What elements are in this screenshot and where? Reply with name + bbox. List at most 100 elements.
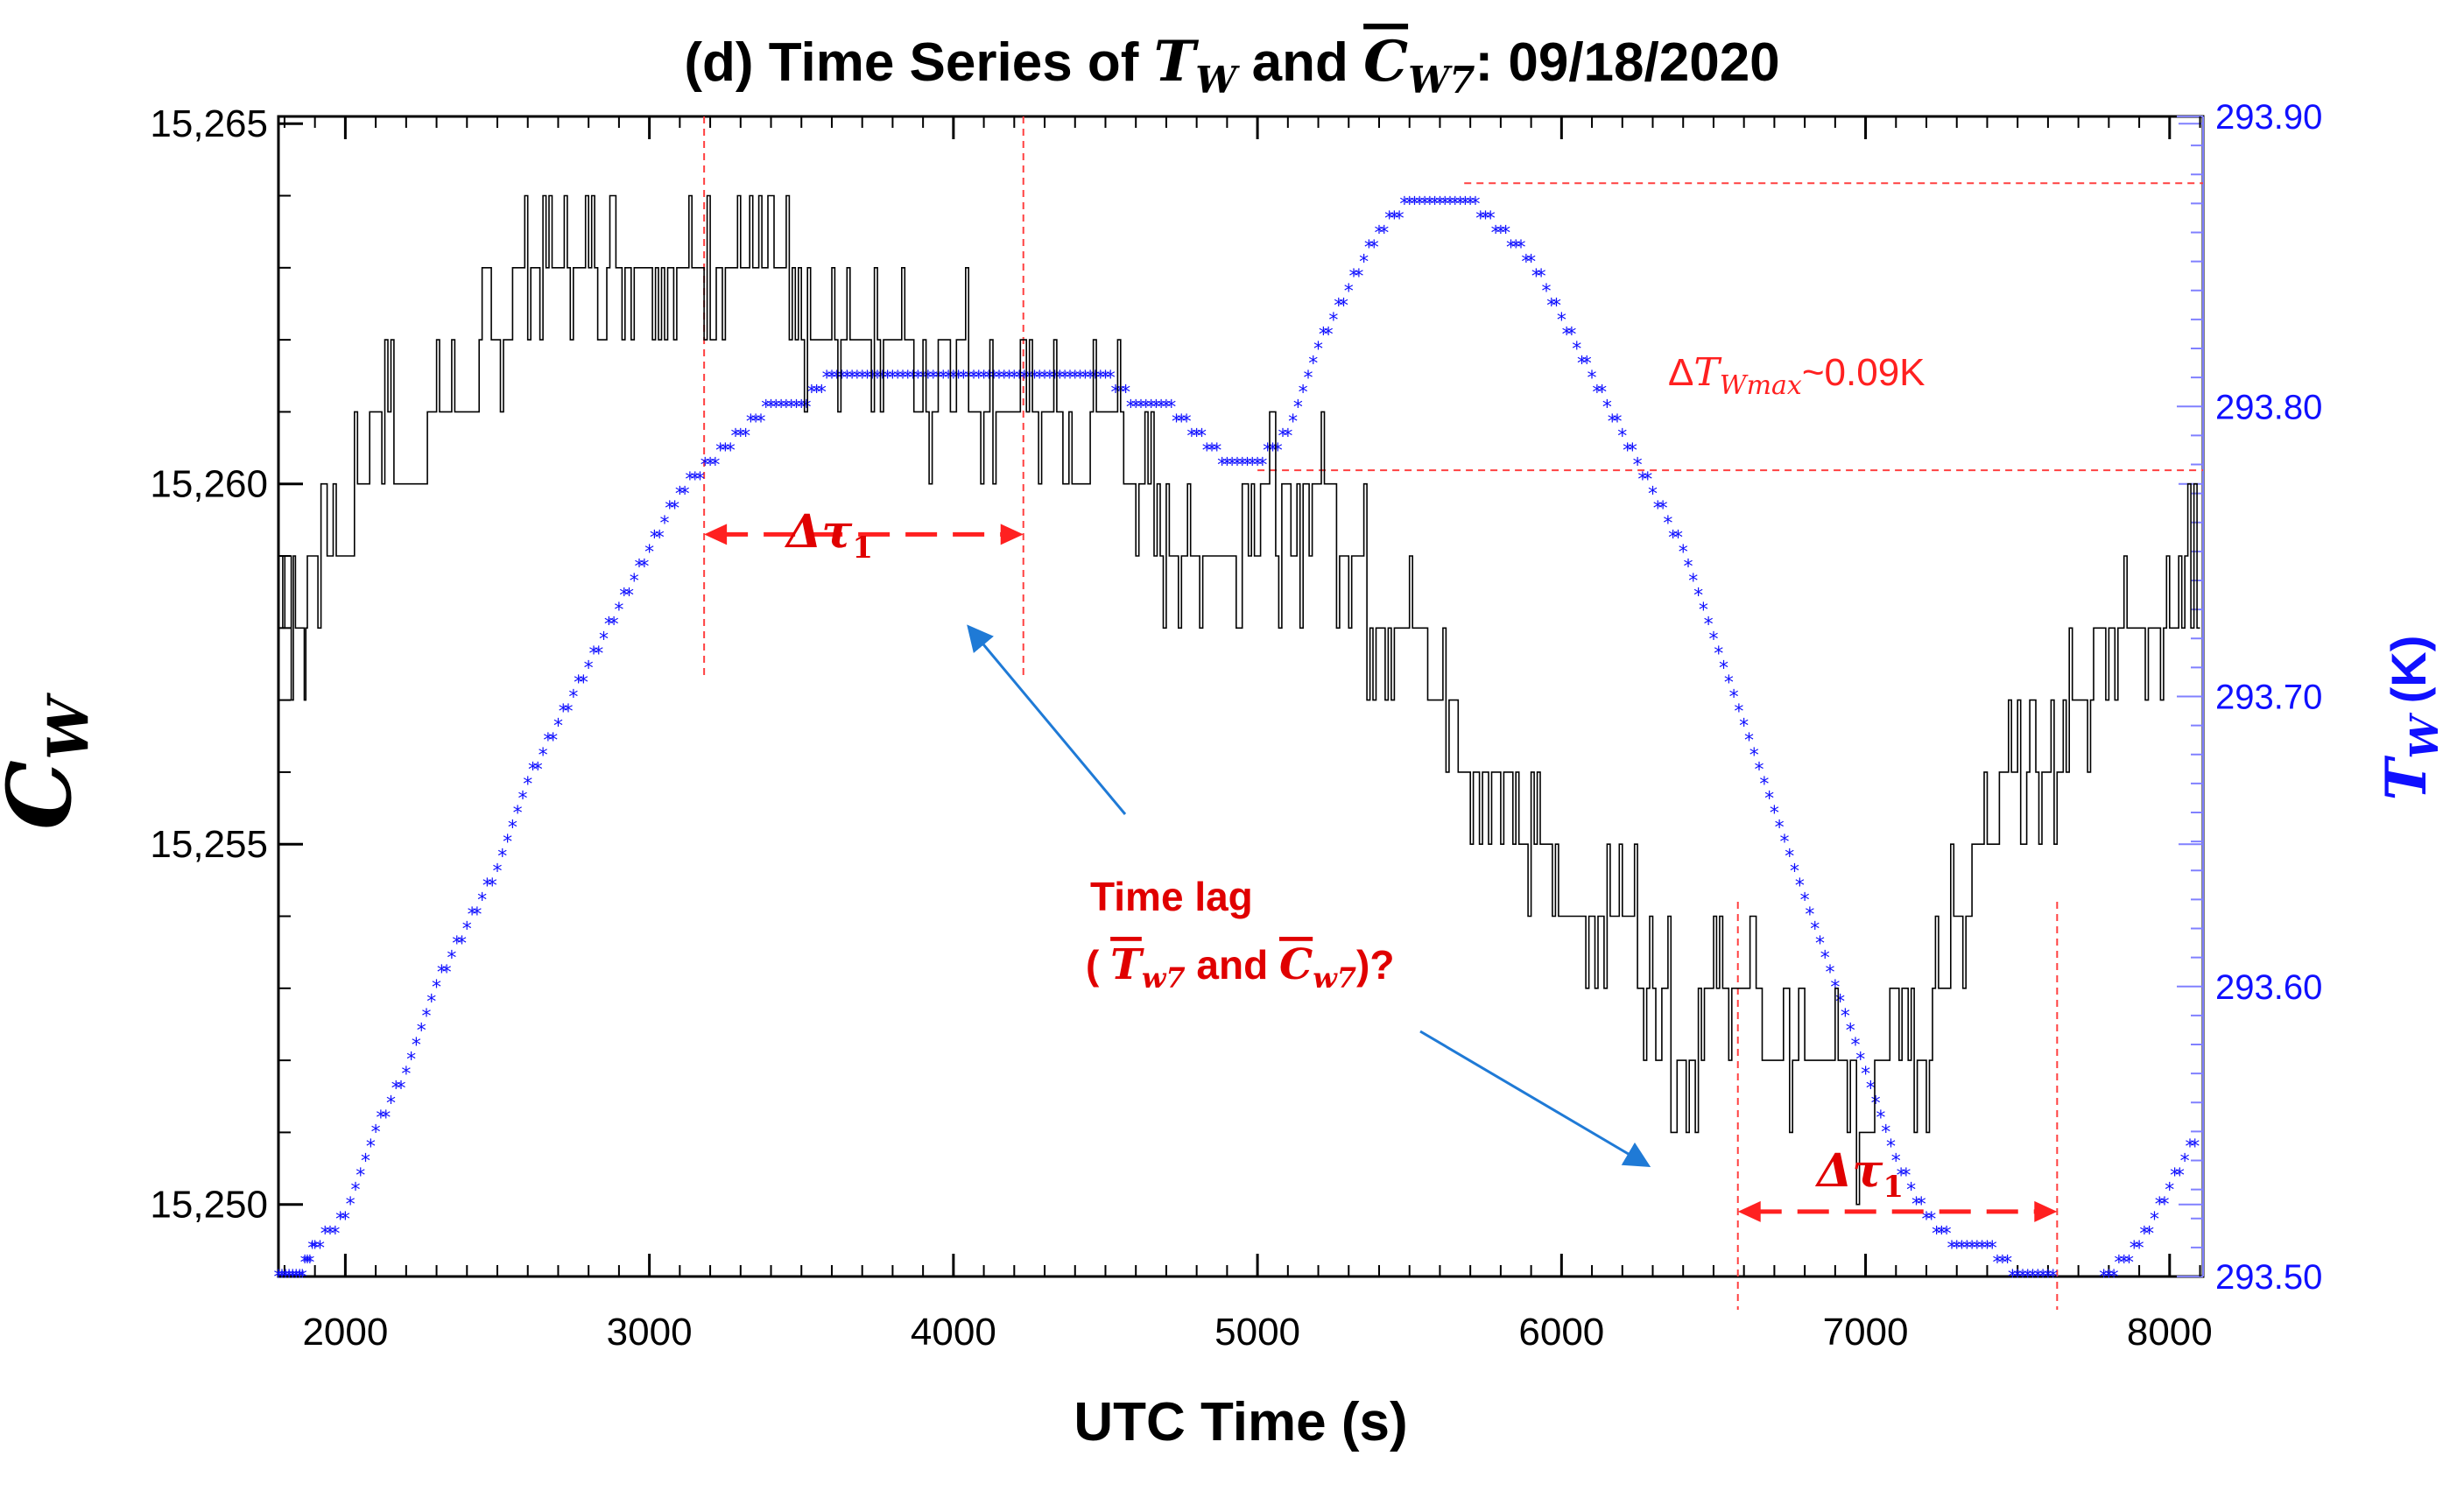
tw-marker: *	[1045, 368, 1054, 390]
tw-marker: *	[1861, 1064, 1870, 1086]
tw-marker: *	[1855, 1050, 1865, 1072]
tw-marker: *	[1313, 339, 1323, 361]
tw-marker: *	[1891, 1151, 1901, 1173]
right-label-symbol: T	[2374, 755, 2439, 800]
tw-marker: *	[1450, 193, 1460, 215]
tw-marker: *	[381, 1108, 391, 1129]
tw-marker: *	[1957, 1238, 1967, 1260]
tw-marker: *	[1623, 440, 1632, 462]
tw-marker: *	[802, 397, 812, 418]
tw-marker: *	[503, 832, 512, 854]
tw-marker: *	[1369, 237, 1379, 259]
tw-marker: *	[1582, 354, 1592, 376]
tw-marker: *	[559, 701, 568, 723]
tw-marker: *	[1526, 252, 1536, 274]
tw-marker: *	[614, 600, 623, 622]
tw-marker: *	[1354, 266, 1363, 288]
tw-marker: *	[579, 672, 588, 694]
time-lag-c-sub: w7	[1313, 961, 1356, 995]
tw-marker: *	[630, 571, 639, 593]
tw-marker: *	[533, 759, 543, 781]
tw-marker: *	[288, 1267, 298, 1289]
tw-marker: *	[2033, 1267, 2043, 1289]
tw-marker: *	[2013, 1267, 2023, 1289]
tw-marker: *	[426, 991, 436, 1013]
tw-marker: *	[1608, 411, 1617, 433]
tw-marker: *	[295, 1267, 305, 1289]
tw-marker: *	[1917, 1194, 1926, 1216]
tw-marker: *	[1724, 672, 1734, 694]
tw-marker: *	[1232, 455, 1242, 477]
tw-marker: *	[1901, 1165, 1911, 1187]
tw-marker: *	[1932, 1223, 1941, 1245]
tw-marker: *	[908, 368, 918, 390]
tw-marker: *	[999, 368, 1009, 390]
tw-marker: *	[1299, 383, 1308, 404]
tw-marker: *	[1886, 1136, 1896, 1158]
tw-marker: *	[2180, 1151, 2190, 1173]
tw-marker: *	[862, 368, 872, 390]
tw-marker: *	[1588, 368, 1597, 390]
tw-marker: *	[639, 556, 649, 578]
tw-marker: *	[1081, 368, 1090, 390]
tw-marker: *	[2130, 1238, 2139, 1260]
tw-marker: *	[1288, 411, 1298, 433]
tw-marker: *	[680, 484, 690, 506]
tw-marker: *	[594, 644, 603, 665]
lag-arrowhead-left	[704, 524, 728, 545]
tw-marker: *	[1699, 600, 1708, 622]
tw-marker: *	[539, 745, 548, 767]
tw-marker: *	[695, 469, 705, 491]
tw-marker: *	[1517, 237, 1526, 259]
right-label-unit: (K)	[2381, 636, 2436, 704]
tw-marker: *	[655, 527, 665, 549]
tw-marker: *	[497, 847, 507, 869]
tw-marker: *	[1729, 687, 1739, 709]
tw-marker: *	[1496, 223, 1505, 245]
tw-marker: *	[513, 803, 523, 825]
tw-marker: *	[307, 1238, 317, 1260]
tw-marker: *	[685, 469, 694, 491]
left-tick-label: 15,250	[150, 1184, 268, 1227]
tw-marker: *	[523, 774, 532, 796]
tw-marker: *	[2023, 1267, 2032, 1289]
tw-marker: *	[482, 876, 492, 897]
title-prefix: (d) Time Series of	[684, 32, 1153, 93]
tw-marker: *	[1684, 556, 1693, 578]
tw-marker: *	[320, 1223, 330, 1245]
tw-marker: *	[2135, 1238, 2144, 1260]
tw-marker: *	[2160, 1194, 2170, 1216]
bottom-tick-label: 8000	[2127, 1311, 2213, 1354]
tw-marker: *	[1633, 455, 1643, 477]
tw-marker: *	[1679, 542, 1688, 564]
tw-marker: *	[857, 368, 867, 390]
tw-marker: *	[1815, 933, 1825, 955]
tw-marker: *	[903, 368, 912, 390]
tw-marker: *	[302, 1252, 312, 1274]
tw-marker: *	[1101, 368, 1110, 390]
tw-marker: *	[1202, 440, 1212, 462]
tw-marker: *	[2124, 1252, 2134, 1274]
tw-marker: *	[1521, 252, 1531, 274]
tw-marker: *	[2170, 1165, 2179, 1187]
tw-marker: *	[1881, 1122, 1890, 1143]
tw-marker: *	[650, 527, 659, 549]
tw-marker: *	[1744, 730, 1754, 752]
tw-marker: *	[1040, 368, 1050, 390]
tw-marker: *	[1055, 368, 1065, 390]
tw-marker: *	[1263, 440, 1272, 462]
delta-symbol: Δ	[1668, 351, 1693, 394]
tw-marker: *	[913, 368, 923, 390]
right-label-sub: W	[2403, 712, 2447, 759]
tw-marker: *	[868, 368, 877, 390]
tw-marker: *	[812, 383, 821, 404]
reference-lines	[703, 116, 2203, 1310]
tw-marker: *	[568, 687, 578, 709]
tw-marker: *	[1597, 383, 1607, 404]
tw-marker: *	[1770, 803, 1779, 825]
tw-marker: *	[335, 1209, 345, 1231]
tw-marker: *	[285, 1267, 294, 1289]
tw-marker: *	[2008, 1267, 2017, 1289]
tw-marker: *	[1390, 208, 1399, 230]
tw-marker: *	[1876, 1108, 1885, 1129]
